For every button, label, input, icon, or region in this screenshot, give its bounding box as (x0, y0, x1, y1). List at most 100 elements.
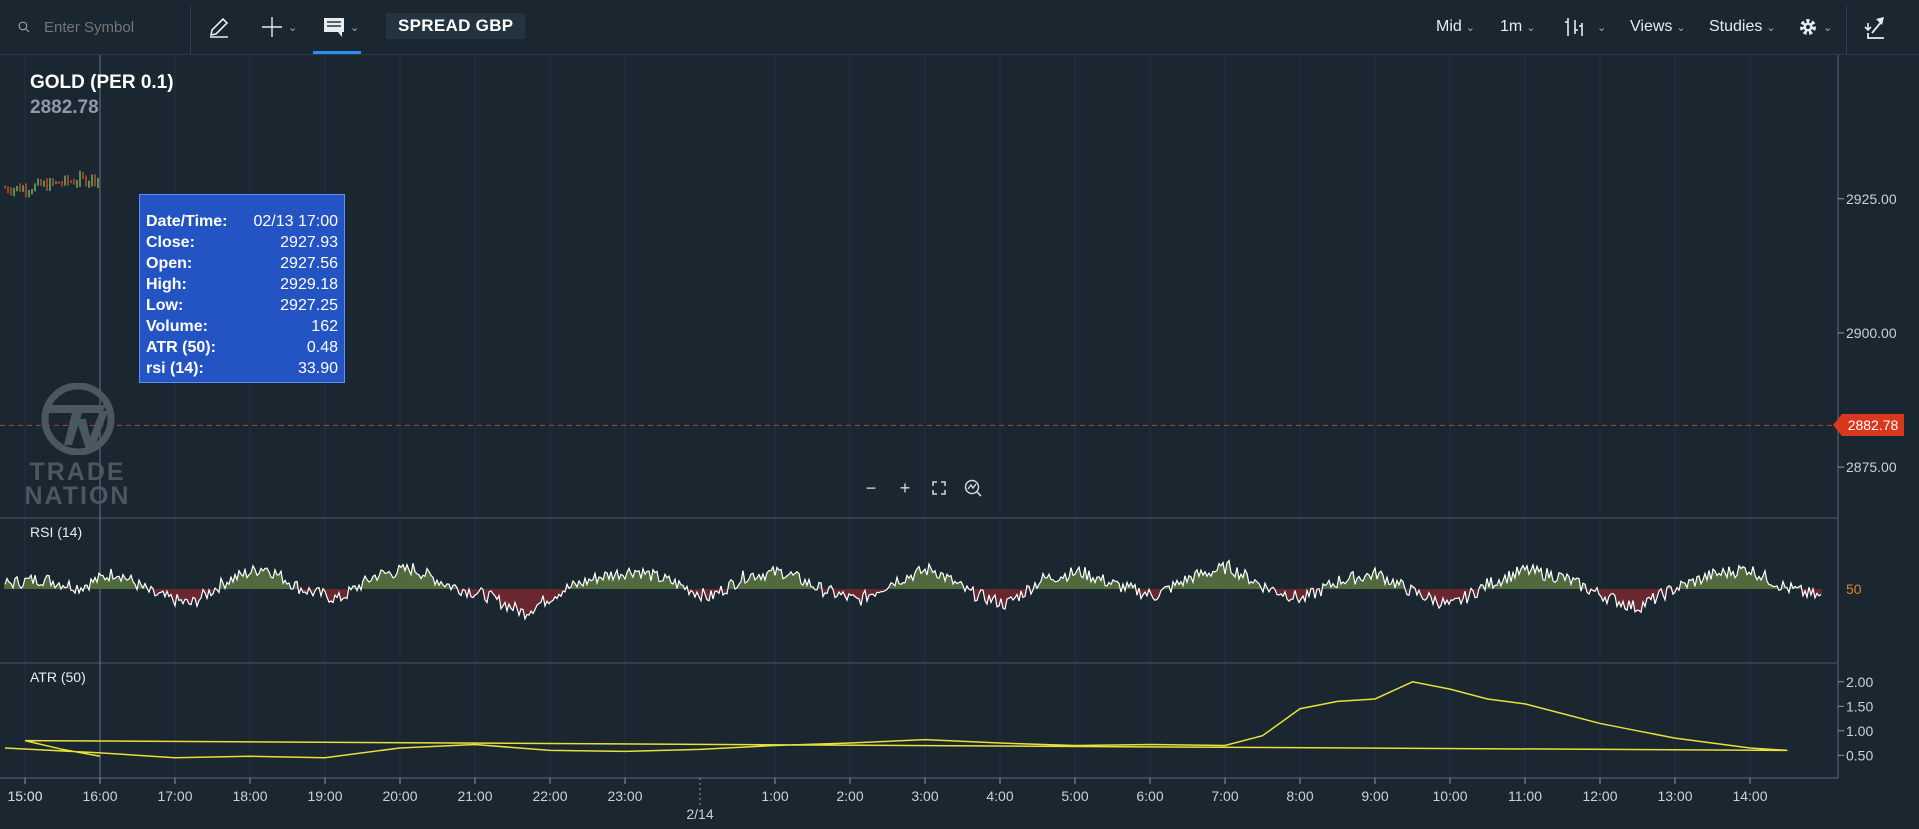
toolbar-divider (1846, 6, 1847, 54)
price-axis-label: 2925.00 (1846, 191, 1897, 207)
time-axis-label: 15:00 (7, 788, 42, 804)
atr-axis-label: 2.00 (1846, 674, 1873, 690)
spread-badge: SPREAD GBP (386, 13, 526, 39)
price-mode-dropdown[interactable]: Mid ⌄ (1436, 0, 1475, 54)
atr-axis-label: 0.50 (1846, 747, 1873, 763)
rsi-series: 50 (4, 559, 1862, 621)
time-axis-label: 7:00 (1211, 788, 1238, 804)
time-axis-label: 11:00 (1508, 788, 1542, 804)
pencil-icon (209, 17, 229, 38)
toolbar-divider (190, 6, 191, 54)
trade-nation-logo-mark (41, 382, 114, 456)
time-axis-label: 20:00 (382, 788, 417, 804)
time-axis-label: 6:00 (1136, 788, 1163, 804)
price-axis-label: 2875.00 (1846, 459, 1897, 475)
time-axis-label: 3:00 (911, 788, 938, 804)
logo-text-line2: NATION (24, 482, 131, 510)
chart-canvas[interactable]: 2925.00 2900.00 2875.00 50 2.00 1.50 1.00 0.5… (0, 55, 1919, 829)
time-axis-label: 9:00 (1361, 788, 1388, 804)
tooltip-row-datetime: Date/Time: 02/13 17:00 (146, 213, 338, 230)
views-label: Views (1630, 18, 1673, 35)
grid-lines (24, 55, 1751, 778)
time-axis-label: 15:00 (7, 788, 42, 804)
atr-axis-label: 1.00 (1846, 723, 1873, 739)
chart-type-icon (1565, 18, 1583, 36)
atr-pane-label: ATR (50) (30, 669, 86, 685)
tooltip-row-volume: Volume: 162 (146, 318, 338, 335)
comment-icon (324, 18, 344, 37)
share-icon (1864, 17, 1884, 39)
gear-icon (1800, 19, 1816, 35)
chevron-down-icon: ⌄ (288, 21, 298, 34)
data-tooltip: Date/Time: 02/13 17:00 Close: 2927.93 Open… (139, 194, 345, 383)
crosshair-button[interactable]: ⌄ (260, 0, 297, 54)
atr-axis-ticks: 2.00 1.50 1.00 0.50 (1838, 674, 1873, 763)
chevron-down-icon: ⌄ (1766, 21, 1776, 34)
time-axis-label: 5:00 (1061, 788, 1088, 804)
logo-text-line1: TRADE (29, 458, 126, 486)
price-axis-label: 2900.00 (1846, 325, 1897, 341)
chevron-down-icon: ⌄ (350, 21, 360, 34)
time-axis-label: 1:00 (761, 788, 788, 804)
search-icon (18, 21, 30, 33)
active-tool-indicator (313, 51, 361, 54)
zoom-in-icon[interactable]: + (899, 477, 911, 498)
time-axis-label: 12:00 (1582, 788, 1617, 804)
time-axis-label: 18:00 (232, 788, 267, 804)
chevron-down-icon: ⌄ (1465, 21, 1475, 34)
comment-button[interactable]: ⌄ (322, 0, 359, 54)
atr-line (4, 681, 1788, 759)
symbol-title: GOLD (PER 0.1) (30, 72, 174, 93)
fit-screen-icon[interactable] (928, 477, 950, 499)
studies-dropdown[interactable]: Studies ⌄ (1709, 0, 1776, 54)
draw-button[interactable] (207, 0, 231, 54)
tooltip-row-rsi: rsi (14): 33.90 (146, 360, 338, 377)
time-axis-label: 2:00 (836, 788, 863, 804)
time-axis-label: 8:00 (1286, 788, 1313, 804)
tooltip-row-atr: ATR (50): 0.48 (146, 339, 338, 356)
symbol-search[interactable] (18, 0, 186, 54)
price-mode-label: Mid (1436, 18, 1462, 35)
time-axis-label: 4:00 (986, 788, 1013, 804)
time-axis-label: 13:00 (1657, 788, 1692, 804)
time-axis-label: 21:00 (457, 788, 492, 804)
price-axis-ticks: 2925.00 2900.00 2875.00 (1838, 191, 1897, 475)
atr-axis-label: 1.50 (1846, 698, 1873, 714)
date-marker-label: 2/14 (686, 806, 713, 822)
interval-dropdown[interactable]: 1m ⌄ (1500, 0, 1535, 54)
top-toolbar: ⌄ ⌄ SPREAD GBP Mid ⌄ 1m ⌄ ⌄ Views ⌄ (0, 0, 1919, 55)
chart-type-dropdown[interactable]: ⌄ (1563, 0, 1606, 54)
tooltip-row-open: Open: 2927.56 (146, 255, 338, 272)
current-price-tag: 2882.78 (1833, 414, 1904, 437)
time-axis-label: 16:00 (82, 788, 117, 804)
symbol-last-price: 2882.78 (30, 97, 99, 118)
rsi-line (4, 559, 1822, 621)
tooltip-row-high: High: 2929.18 (146, 276, 338, 293)
crosshair-icon (262, 17, 282, 37)
time-axis-label: 19:00 (307, 788, 342, 804)
chevron-down-icon: ⌄ (1526, 21, 1536, 34)
chevron-down-icon: ⌄ (1823, 21, 1833, 34)
studies-label: Studies (1709, 18, 1763, 35)
views-dropdown[interactable]: Views ⌄ (1630, 0, 1686, 54)
trade-nation-logo: TRADE NATION (20, 382, 135, 510)
interval-label: 1m (1500, 18, 1523, 35)
time-axis-label: 22:00 (532, 788, 567, 804)
tooltip-row-close: Close: 2927.93 (146, 234, 338, 251)
rsi-reference-label: 50 (1846, 581, 1862, 597)
time-axis-label: 14:00 (1732, 788, 1767, 804)
zoom-controls: − + (860, 477, 984, 499)
atr-series (4, 681, 1788, 759)
zoom-reset-icon[interactable] (962, 477, 984, 499)
price-series (4, 170, 99, 198)
zoom-out-icon[interactable]: − (865, 477, 877, 498)
chevron-down-icon: ⌄ (1597, 21, 1607, 34)
time-axis-label: 10:00 (1432, 788, 1467, 804)
rsi-pane-label: RSI (14) (30, 524, 83, 540)
time-axis-ticks: 15:00 17:00 18:00 19:00 20:00 21:00 22:00 23:00… (7, 778, 1768, 822)
chevron-down-icon: ⌄ (1676, 21, 1686, 34)
time-axis-label: 17:00 (157, 788, 192, 804)
share-button[interactable] (1862, 0, 1890, 54)
search-input[interactable] (42, 17, 186, 37)
settings-button[interactable]: ⌄ (1797, 0, 1832, 54)
